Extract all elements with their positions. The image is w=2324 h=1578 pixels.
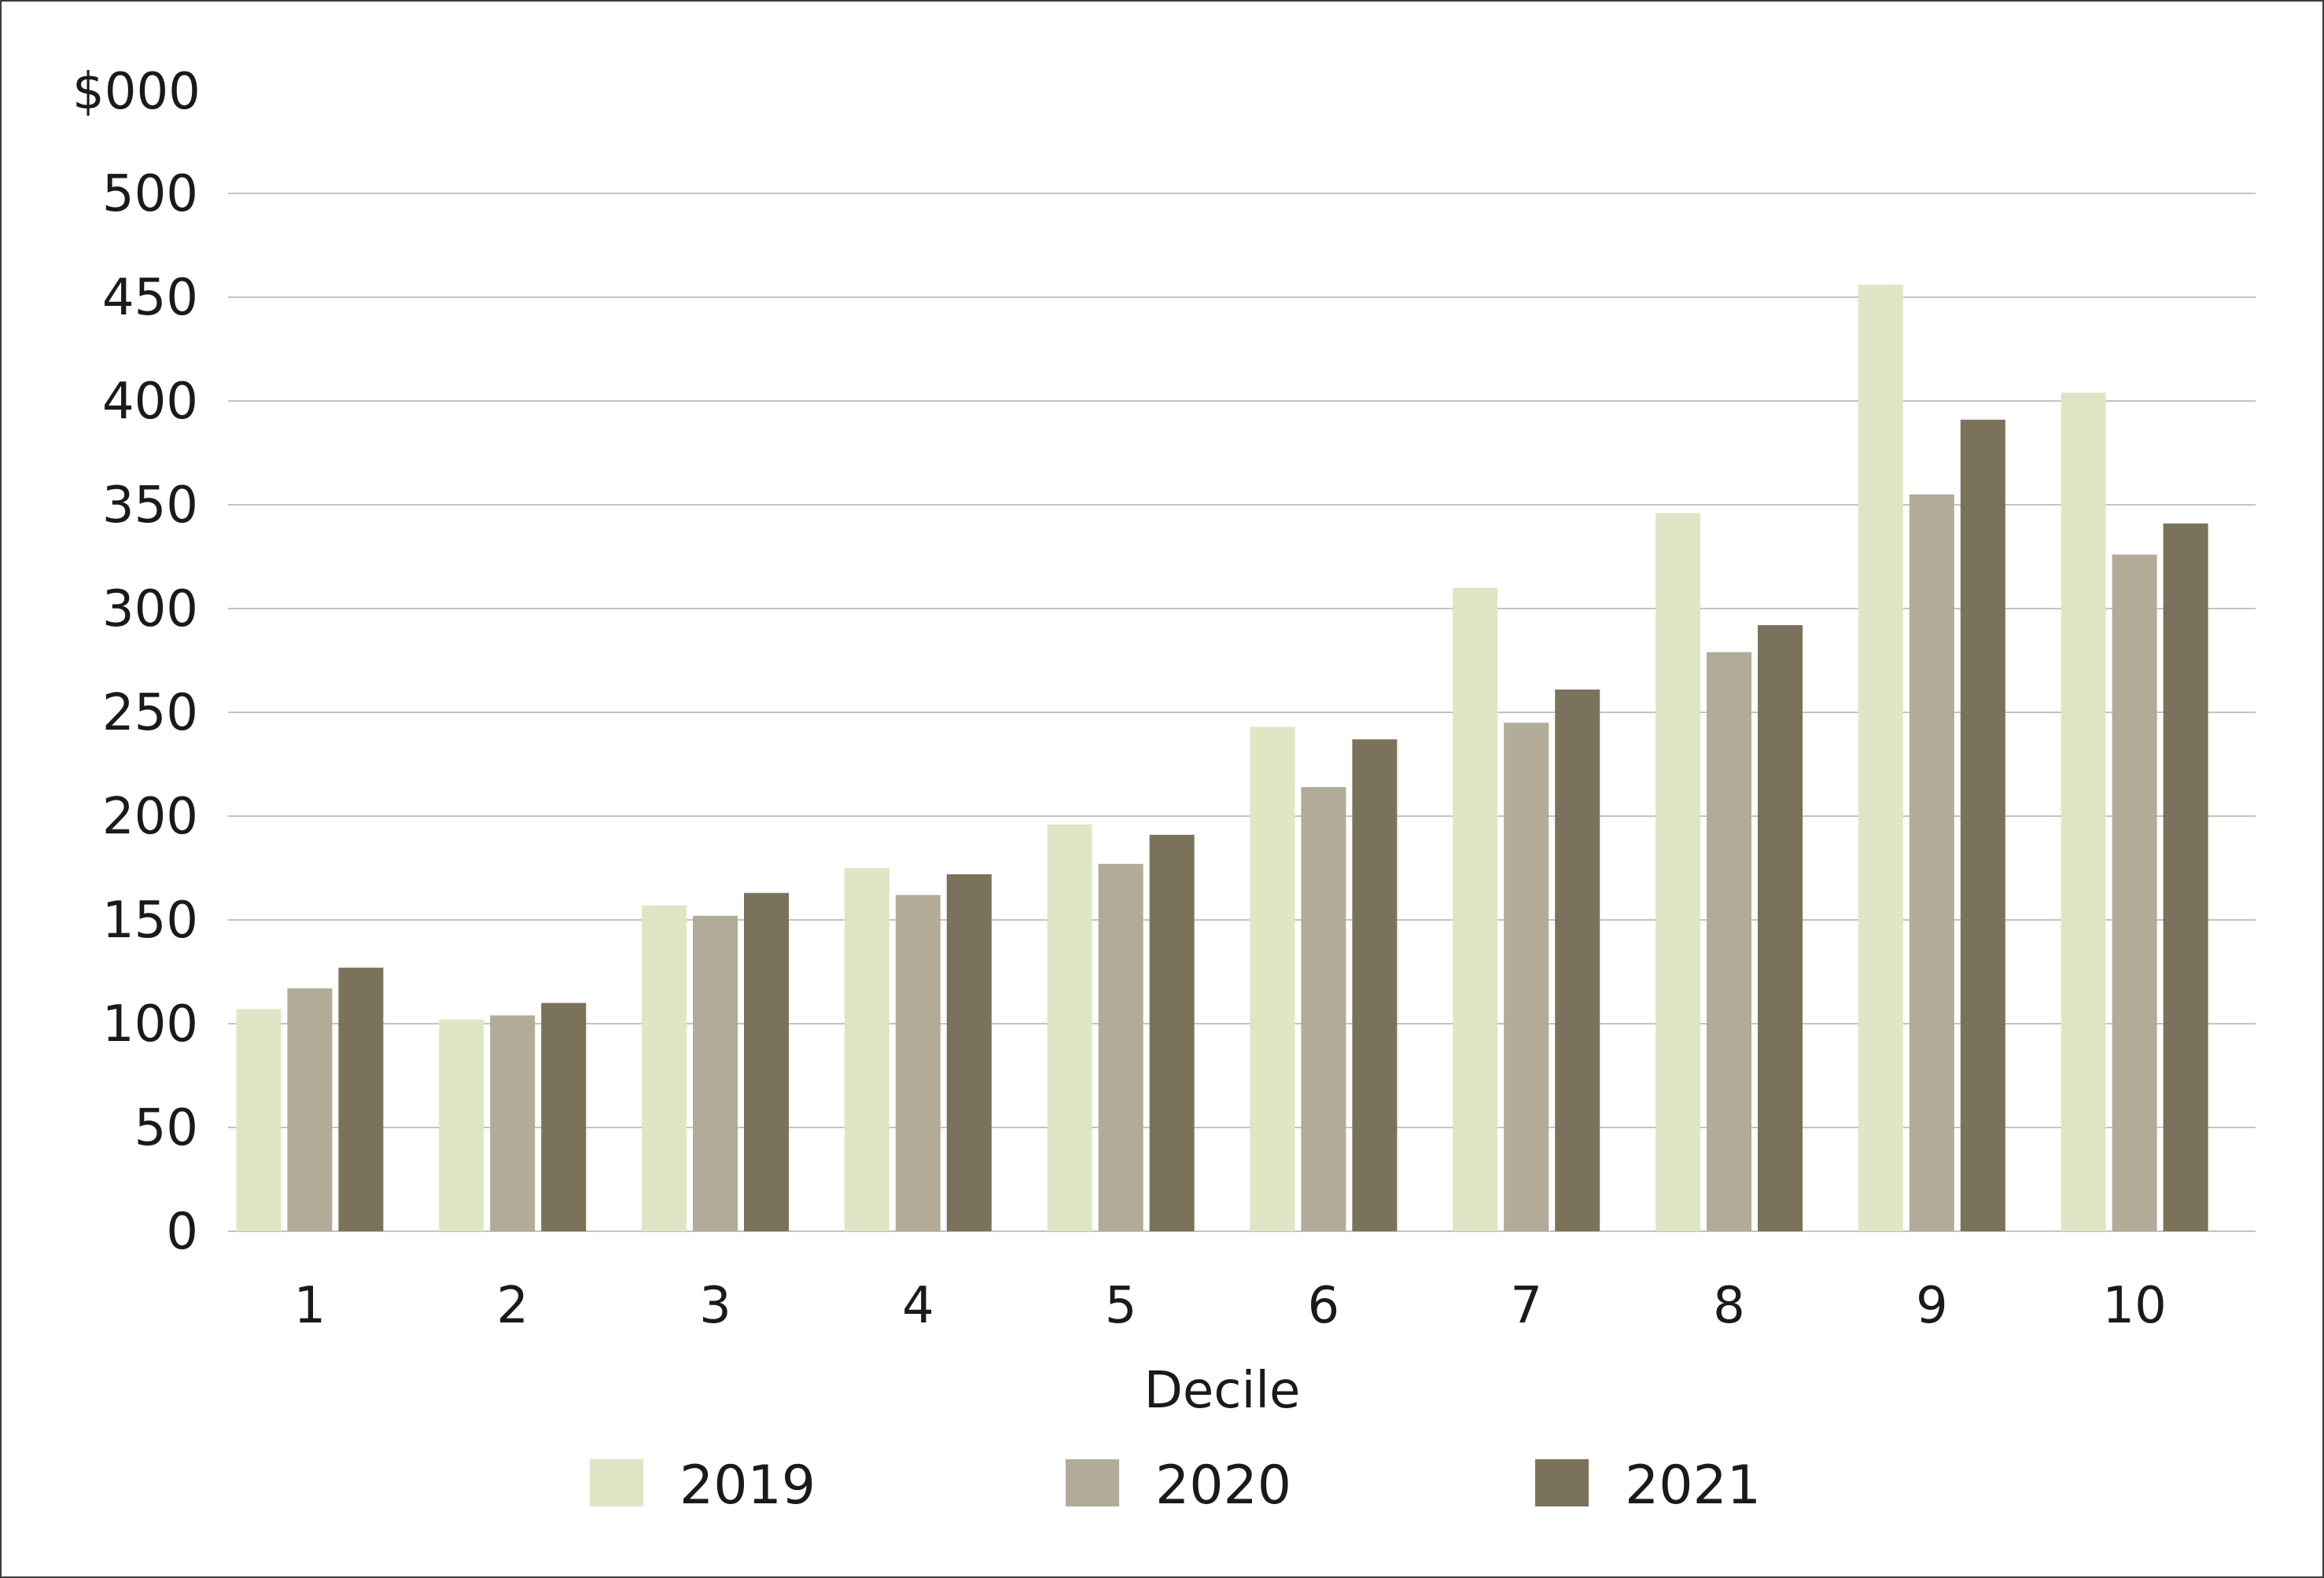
bar-2020-decile-3 (693, 915, 738, 1231)
bar-2021-decile-8 (1758, 625, 1803, 1231)
bar-2019-decile-9 (1858, 285, 1903, 1231)
legend-swatch-2020 (1066, 1459, 1119, 1506)
x-tick-label: 7 (1510, 1277, 1542, 1335)
x-tick-label: 5 (1105, 1277, 1137, 1335)
y-tick-label: 350 (102, 476, 198, 535)
bar-2021-decile-7 (1555, 689, 1600, 1231)
legend-label-2020: 2020 (1155, 1455, 1291, 1517)
bar-2020-decile-7 (1504, 723, 1549, 1231)
x-tick-label: 1 (294, 1277, 326, 1335)
bar-2019-decile-10 (2061, 392, 2106, 1232)
bar-2020-decile-8 (1707, 652, 1751, 1231)
bar-2021-decile-9 (1960, 419, 2005, 1231)
bar-2019-decile-3 (642, 905, 687, 1231)
bar-2021-decile-4 (946, 874, 992, 1231)
bar-2020-decile-4 (895, 895, 941, 1231)
bar-2020-decile-5 (1098, 863, 1144, 1231)
bar-2021-decile-3 (744, 892, 789, 1231)
y-tick-label: 450 (102, 269, 198, 327)
bar-2021-decile-5 (1149, 834, 1195, 1231)
legend-label-2021: 2021 (1625, 1455, 1761, 1517)
bar-2019-decile-1 (236, 1009, 282, 1231)
bar-2019-decile-5 (1047, 824, 1092, 1231)
bar-2020-decile-9 (1909, 494, 1954, 1231)
x-tick-label: 10 (2102, 1277, 2166, 1335)
bar-2019-decile-2 (439, 1019, 484, 1231)
bar-2021-decile-6 (1352, 739, 1398, 1231)
y-tick-label: 250 (102, 684, 198, 742)
y-axis-tick-labels: 0 50 100 150 200 250 300 350 400 450 500 (102, 165, 198, 1261)
x-tick-label: 4 (902, 1277, 934, 1335)
bar-2020-decile-6 (1301, 787, 1346, 1231)
x-axis-title: Decile (1144, 1362, 1301, 1420)
legend-label-2019: 2019 (680, 1455, 816, 1517)
y-axis-unit-label: $000 (72, 63, 201, 121)
y-tick-label: 0 (166, 1203, 198, 1261)
bar-2021-decile-1 (338, 967, 384, 1231)
y-tick-label: 500 (102, 165, 198, 223)
legend: 2019 2020 2021 (590, 1455, 1761, 1517)
bar-2019-decile-8 (1656, 513, 1700, 1231)
y-tick-label: 200 (102, 788, 198, 846)
bar-2019-decile-6 (1250, 726, 1295, 1231)
bar-2019-decile-7 (1453, 587, 1498, 1231)
y-tick-label: 300 (102, 580, 198, 638)
bar-2021-decile-10 (2163, 523, 2208, 1231)
x-tick-label: 3 (699, 1277, 731, 1335)
x-tick-label: 2 (496, 1277, 529, 1335)
bar-2020-decile-1 (287, 988, 333, 1231)
y-tick-label: 400 (102, 373, 198, 431)
x-tick-label: 6 (1308, 1277, 1340, 1335)
y-tick-label: 100 (102, 995, 198, 1054)
y-tick-label: 150 (102, 892, 198, 950)
bar-2020-decile-2 (490, 1015, 536, 1231)
bar-2021-decile-2 (541, 1002, 587, 1231)
x-axis-tick-labels: 1 2 3 4 5 6 7 8 9 10 (294, 1277, 2167, 1335)
x-tick-label: 9 (1916, 1277, 1948, 1335)
bar-2019-decile-4 (844, 868, 889, 1231)
legend-swatch-2019 (590, 1459, 643, 1506)
bars (236, 285, 2208, 1232)
y-tick-label: 50 (134, 1099, 198, 1157)
x-tick-label: 8 (1713, 1277, 1745, 1335)
legend-swatch-2021 (1535, 1459, 1589, 1506)
bar-2020-decile-10 (2112, 554, 2157, 1231)
